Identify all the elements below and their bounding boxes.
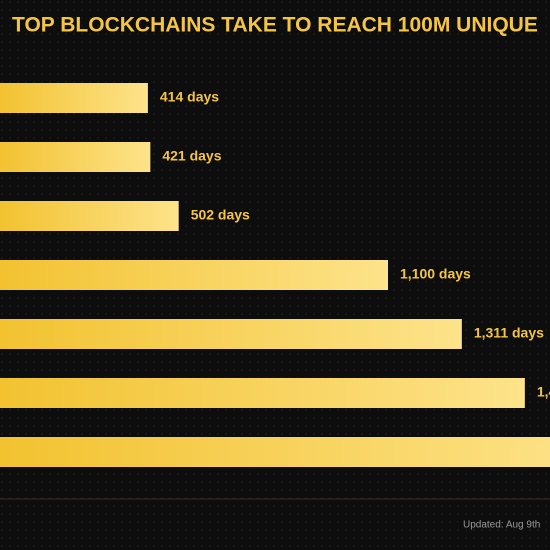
bar: [0, 201, 179, 231]
value-label: 1,4: [537, 384, 550, 400]
bar: [0, 378, 525, 408]
bar: [0, 260, 388, 290]
value-label: 414 days: [160, 89, 219, 105]
footer: Updated: Aug 9th: [463, 520, 540, 531]
bar: [0, 437, 550, 467]
value-label: 1,100 days: [400, 266, 471, 282]
bar: [0, 319, 462, 349]
value-label: 1,311 days: [474, 325, 544, 341]
bar: [0, 83, 148, 113]
bar: [0, 142, 151, 172]
value-label: 502 days: [191, 207, 250, 223]
chart-title: TOP BLOCKCHAINS TAKE TO REACH 100M UNIQU…: [12, 14, 538, 37]
value-label: 421 days: [162, 148, 221, 164]
